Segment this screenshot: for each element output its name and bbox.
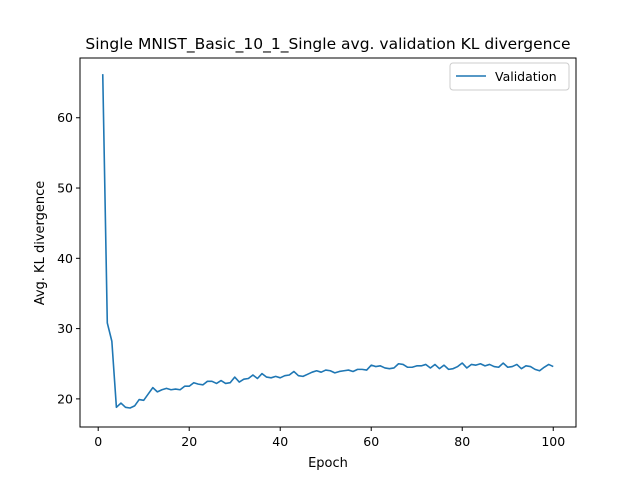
- legend: Validation: [449, 62, 570, 91]
- y-tick-label: 40: [57, 251, 73, 266]
- x-tick-label: 100: [541, 434, 565, 449]
- series-line-validation: [101, 74, 554, 409]
- plot-area: 0 20 40 60 80 100 20 30 40 50 60: [57, 57, 577, 449]
- chart-title: Single MNIST_Basic_10_1_Single avg. vali…: [85, 35, 570, 54]
- legend-label-validation: Validation: [495, 69, 557, 84]
- x-axis-label: Epoch: [308, 456, 348, 471]
- x-tick-label: 60: [363, 434, 379, 449]
- y-axis-label: Avg. KL divergence: [33, 181, 48, 306]
- y-tick-label: 20: [57, 391, 73, 406]
- plot-frame: [79, 57, 577, 428]
- x-tick-label: 40: [272, 434, 288, 449]
- y-tick-label: 30: [57, 321, 73, 336]
- x-tick-label: 0: [94, 434, 102, 449]
- y-tick-label: 50: [57, 181, 73, 196]
- y-tick-label: 60: [57, 110, 73, 125]
- legend-box: [449, 62, 570, 91]
- x-tick-label: 20: [181, 434, 197, 449]
- x-tick-label: 80: [454, 434, 470, 449]
